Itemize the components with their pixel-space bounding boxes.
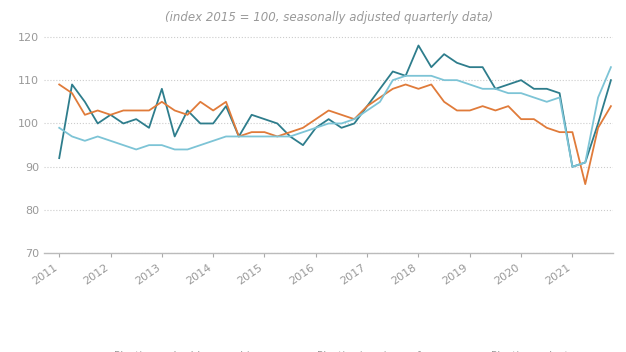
Legend: Plastics and rubber machinery, Plastics in primary forms, Plastic products: Plastics and rubber machinery, Plastics …	[79, 347, 578, 352]
Title: (index 2015 = 100, seasonally adjusted quarterly data): (index 2015 = 100, seasonally adjusted q…	[165, 11, 493, 24]
